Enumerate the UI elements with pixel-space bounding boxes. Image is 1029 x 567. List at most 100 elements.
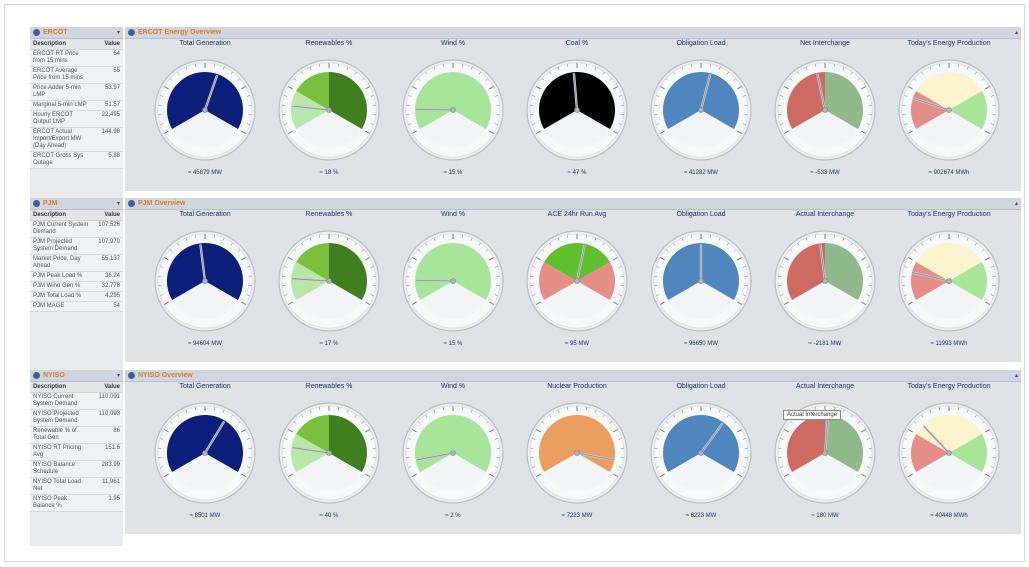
gauge-tick: [566, 234, 569, 239]
gauge-tick: [222, 237, 225, 241]
gauge-title: Actual Interchange: [795, 383, 855, 390]
side-panel-header[interactable]: ERCOT ▾: [30, 27, 123, 39]
gauge-tick: [365, 473, 370, 477]
gauge[interactable]: Obligation Load ≈ 96650 MW: [639, 210, 763, 347]
gauge[interactable]: Wind % ≈ 15 %: [391, 210, 515, 347]
row-value: 22,495: [101, 112, 120, 118]
gauge-tick: [742, 95, 746, 97]
gauge-tick: [609, 249, 613, 252]
gauge-value: ≈ 2 %: [445, 513, 461, 519]
gauge-tick: [370, 266, 374, 268]
gauge-tick: [241, 301, 246, 305]
gauge-tick: [797, 242, 800, 246]
gauge-tick: [833, 406, 836, 411]
column-header[interactable]: Description: [33, 212, 67, 218]
gauge-tick: [288, 130, 293, 134]
gauge-tick: [536, 473, 541, 477]
gauge-band: [787, 72, 825, 129]
gauge-tick: [485, 78, 489, 81]
row-value: 32.778: [101, 283, 120, 289]
gauge-title: ACE 24hr Run Avg: [547, 211, 607, 218]
row-value: 110,093: [98, 411, 120, 417]
gauge-band: [296, 72, 329, 110]
gauge-tick: [660, 130, 665, 134]
gauge-tick: [318, 63, 321, 68]
side-panel-title: NYISO: [43, 372, 65, 379]
overview-panel-header[interactable]: PJM Overview ▴: [125, 198, 1021, 210]
gauge-tick: [494, 123, 498, 125]
gauge-tick: [412, 301, 417, 305]
overview-panel-header[interactable]: NYISO Overview ▴: [125, 370, 1021, 382]
gauge[interactable]: Coal % ≈ 47 %: [515, 39, 639, 176]
row-value: 86: [113, 428, 120, 434]
gauge[interactable]: Today's Energy Production ≈ 11993 MWh: [887, 210, 1011, 347]
column-header[interactable]: Value: [104, 212, 120, 218]
gauge-tick: [284, 266, 288, 268]
panel-menu-icon[interactable]: ▾: [116, 201, 120, 207]
gauge[interactable]: Nuclear Production ≈ 7223 MW: [515, 382, 639, 519]
gauge-title: Net Interchange: [800, 40, 850, 47]
gauge-tick: [288, 257, 293, 261]
gauge[interactable]: Today's Energy Production ≈ 40448 MWh: [887, 382, 1011, 519]
gauge-tick: [938, 234, 941, 239]
panel-menu-icon[interactable]: ▾: [116, 373, 120, 379]
gauge[interactable]: Total Generation ≈ 8501 MW: [143, 382, 267, 519]
gauge[interactable]: Obligation Load ≈ 6223 MW: [639, 382, 763, 519]
gauge-band: [825, 243, 863, 300]
gauge[interactable]: Renewables % ≈ 40 %: [267, 382, 391, 519]
gauge-band: [167, 415, 243, 472]
table-row: Renewable % of Total Gen 86: [30, 427, 123, 444]
gauge-tick: [489, 429, 494, 433]
gauge-hub: [202, 107, 208, 113]
gauge[interactable]: Actual Interchange ≈ 180 MW: [763, 382, 887, 519]
gauge[interactable]: Net Interchange ≈ -533 MW: [763, 39, 887, 176]
gauge-tick: [494, 95, 498, 97]
table-row: Hourly ERCOT Output LMP 22,495: [30, 111, 123, 128]
gauge[interactable]: Wind % ≈ 2 %: [391, 382, 515, 519]
gauge-hub: [574, 450, 580, 456]
gauge[interactable]: Wind % ≈ 15 %: [391, 39, 515, 176]
gauge-tick: [417, 249, 421, 252]
gauge[interactable]: Renewables % ≈ 18 %: [267, 39, 391, 176]
gauge-tick: [681, 409, 684, 413]
gauge-band: [916, 415, 982, 453]
gauge-tick: [160, 438, 164, 440]
gauge-tick: [938, 63, 941, 68]
column-header[interactable]: Value: [104, 384, 120, 390]
gauge[interactable]: Total Generation ≈ 94604 MW: [143, 210, 267, 347]
gauge[interactable]: ACE 24hr Run Avg ≈ 95 MW: [515, 210, 639, 347]
gauge-tick: [665, 249, 669, 252]
gauge-tick: [985, 257, 990, 261]
table-row: NYISO Current System Demand 110,091: [30, 393, 123, 410]
column-header[interactable]: Description: [33, 41, 67, 47]
gauge-tick: [549, 242, 552, 246]
gauge[interactable]: Total Generation ≈ 45879 MW: [143, 39, 267, 176]
panel-menu-icon[interactable]: ▾: [116, 30, 120, 36]
gauge[interactable]: Obligation Load ≈ 41282 MW: [639, 39, 763, 176]
gauge-dial: [278, 230, 380, 332]
gauge-value: ≈ -2181 MW: [808, 341, 842, 347]
row-description: NYISO Projected System Demand: [33, 411, 79, 424]
collapse-icon[interactable]: ▴: [1014, 373, 1018, 379]
gauge-dial: [774, 402, 876, 504]
column-header[interactable]: Value: [104, 41, 120, 47]
column-header[interactable]: Description: [33, 384, 67, 390]
gauge[interactable]: Actual Interchange ≈ -2181 MW: [763, 210, 887, 347]
gauge-tick: [585, 234, 588, 239]
gauge[interactable]: Today's Energy Production ≈ 902674 MWh: [887, 39, 1011, 176]
collapse-icon[interactable]: ▴: [1014, 30, 1018, 36]
gauge[interactable]: Renewables % ≈ 17 %: [267, 210, 391, 347]
gauge-tick: [665, 421, 669, 424]
gauge-tick: [780, 266, 784, 268]
gauge-tick: [408, 294, 412, 296]
collapse-icon[interactable]: ▴: [1014, 201, 1018, 207]
overview-panel-header[interactable]: ERCOT Energy Overview ▴: [125, 27, 1021, 39]
gauge-hub: [946, 107, 952, 113]
table-row: ERCOT RT Price from 15 mins 64: [30, 50, 123, 67]
gauge-tick: [609, 421, 613, 424]
side-panel-header[interactable]: PJM ▾: [30, 198, 123, 210]
gauge-value: ≈ 902674 MWh: [928, 170, 970, 176]
side-panel-header[interactable]: NYISO ▾: [30, 370, 123, 382]
table-row: PJM Wind Gen % 32.778: [30, 282, 123, 292]
row-description: Renewable % of Total Gen: [33, 428, 77, 441]
